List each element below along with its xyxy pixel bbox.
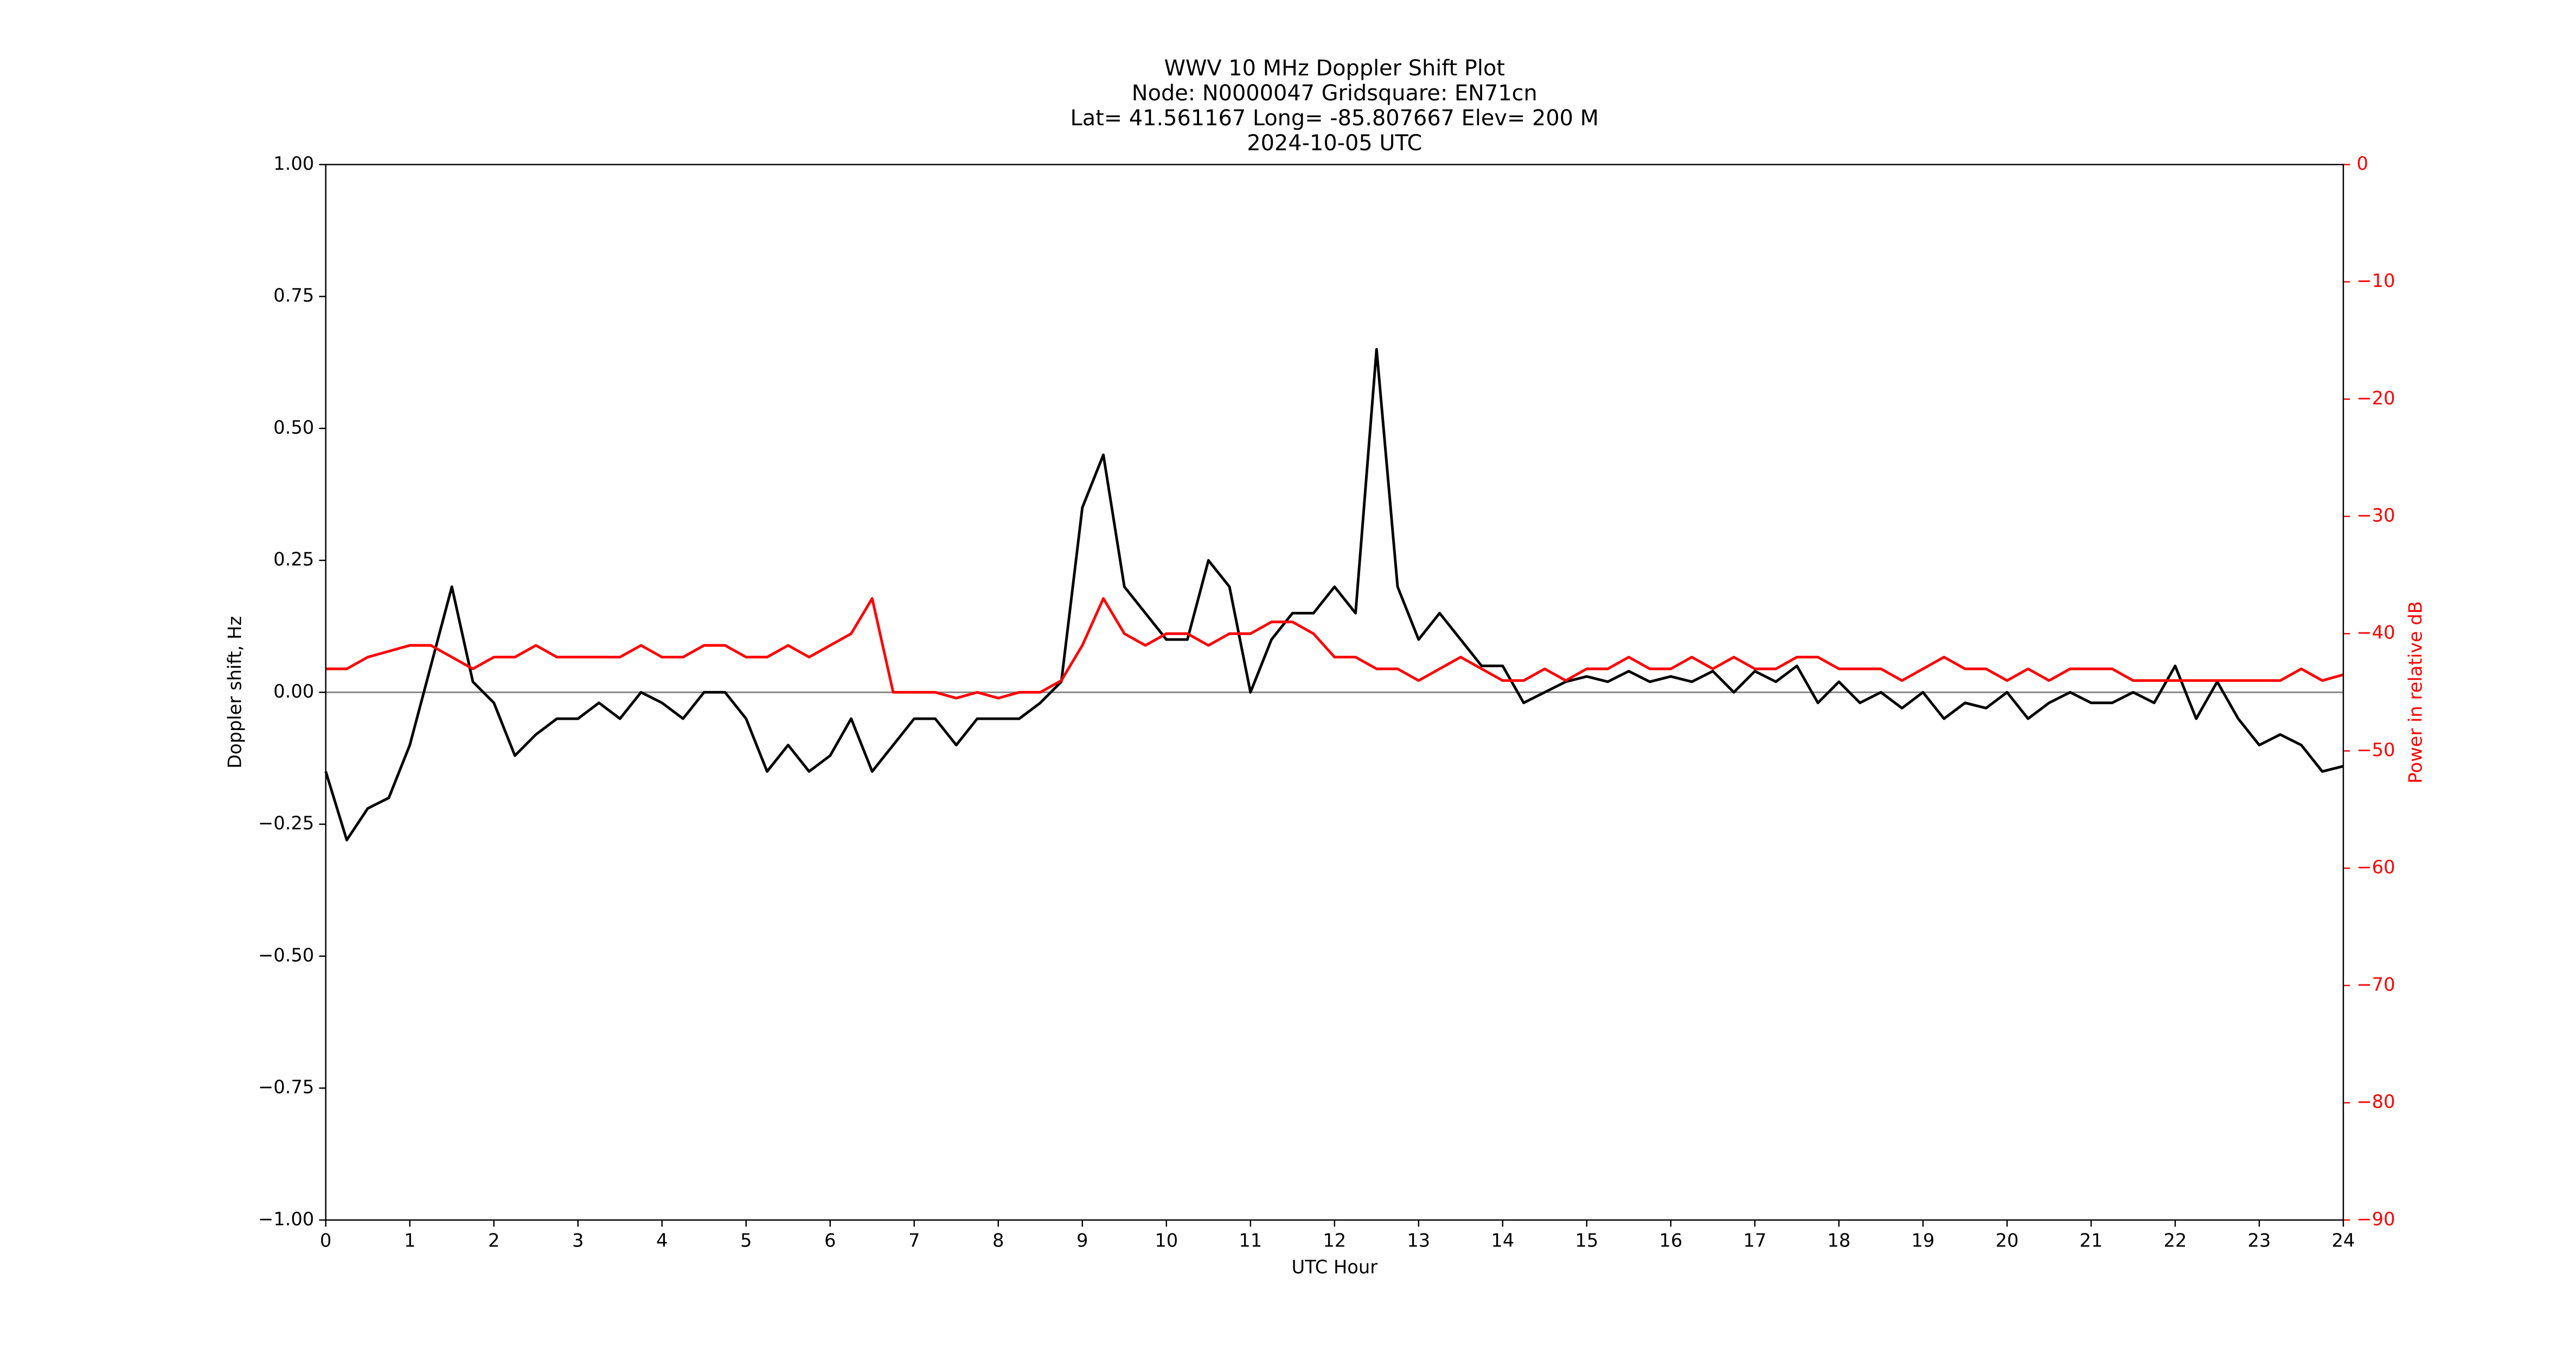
- chart-title: WWV 10 MHz Doppler Shift Plot: [1164, 56, 1505, 81]
- x-tick-label: 8: [992, 1230, 1004, 1251]
- y2-tick-label: 0: [2356, 153, 2368, 174]
- x-tick-label: 11: [1239, 1230, 1262, 1251]
- x-tick-label: 0: [320, 1230, 331, 1251]
- x-tick-label: 12: [1323, 1230, 1346, 1251]
- x-tick-label: 4: [656, 1230, 668, 1251]
- y-tick-label: 0.00: [273, 681, 314, 702]
- y-tick-label: −0.75: [258, 1077, 314, 1098]
- x-tick-label: 19: [1911, 1230, 1934, 1251]
- y2-tick-label: −60: [2356, 856, 2395, 878]
- y-axis-label: Doppler shift, Hz: [225, 616, 246, 769]
- x-tick-label: 6: [824, 1230, 836, 1251]
- data-line: [324, 348, 2344, 842]
- chart-subtitle: 2024-10-05 UTC: [1247, 131, 1422, 156]
- x-tick-label: 2: [488, 1230, 499, 1251]
- plot-frame: [325, 164, 2344, 1221]
- y2-tick-label: −30: [2356, 505, 2395, 526]
- y2-tick-label: −90: [2356, 1208, 2395, 1230]
- chart-subtitle: Node: N0000047 Gridsquare: EN71cn: [1132, 81, 1537, 106]
- x-tick-label: 1: [404, 1230, 415, 1251]
- y-tick-label: −0.25: [258, 813, 314, 834]
- y-tick-label: 0.50: [273, 417, 314, 438]
- x-tick-label: 14: [1491, 1230, 1514, 1251]
- y-tick-label: 1.00: [273, 153, 314, 174]
- x-tick-label: 10: [1155, 1230, 1178, 1251]
- x-tick-label: 13: [1407, 1230, 1430, 1251]
- x-tick-label: 3: [572, 1230, 584, 1251]
- x-tick-label: 22: [2163, 1230, 2187, 1251]
- y-tick-label: 0.25: [273, 549, 314, 570]
- chart-subtitle: Lat= 41.561167 Long= -85.807667 Elev= 20…: [1071, 106, 1599, 131]
- x-tick-label: 21: [2079, 1230, 2103, 1251]
- y-tick-label: 0.75: [273, 285, 314, 306]
- y2-tick-label: −10: [2356, 270, 2395, 291]
- y2-tick-label: −80: [2356, 1091, 2395, 1112]
- y-tick-label: −0.50: [258, 944, 314, 965]
- y-tick-label: −1.00: [258, 1208, 314, 1230]
- y2-axis-label: Power in relative dB: [2405, 601, 2426, 783]
- data-line: [325, 597, 2344, 700]
- x-tick-label: 24: [2332, 1230, 2355, 1251]
- x-tick-label: 18: [1827, 1230, 1850, 1251]
- x-tick-label: 9: [1076, 1230, 1088, 1251]
- y2-tick-label: −70: [2356, 974, 2395, 995]
- x-tick-label: 16: [1659, 1230, 1682, 1251]
- y2-tick-label: −40: [2356, 622, 2395, 643]
- x-tick-label: 23: [2247, 1230, 2271, 1251]
- x-tick-label: 15: [1575, 1230, 1598, 1251]
- x-tick-label: 17: [1743, 1230, 1766, 1251]
- y2-tick-label: −50: [2356, 739, 2395, 760]
- x-tick-label: 7: [908, 1230, 920, 1251]
- x-tick-label: 20: [1995, 1230, 2018, 1251]
- x-axis-label: UTC Hour: [1291, 1257, 1377, 1278]
- y2-tick-label: −20: [2356, 387, 2395, 408]
- x-tick-label: 5: [740, 1230, 752, 1251]
